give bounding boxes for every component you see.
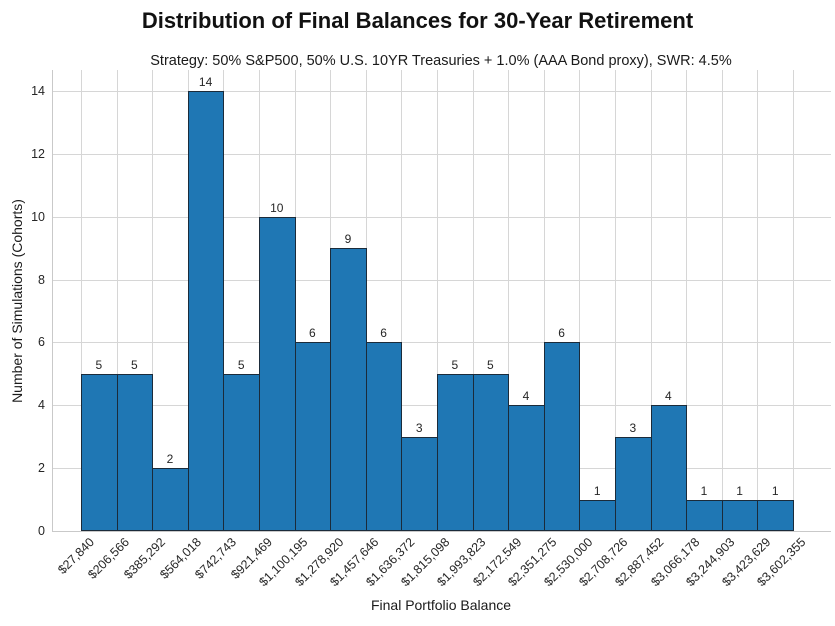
y-tick-label: 2 <box>38 461 45 476</box>
x-gridline <box>793 70 794 531</box>
bar-value-label: 1 <box>593 483 601 498</box>
bar-value-label: 1 <box>700 483 708 498</box>
histogram-bar <box>472 373 510 531</box>
bar-value-label: 5 <box>131 357 138 372</box>
y-tick-label: 0 <box>38 524 45 538</box>
x-gridline <box>721 70 723 531</box>
histogram-bar <box>721 499 759 531</box>
bar-value-label: 4 <box>665 389 672 404</box>
histogram-bar <box>615 436 652 531</box>
bar-value-label: 4 <box>522 389 530 404</box>
bar-value-label: 3 <box>415 420 423 435</box>
chart-subtitle: Strategy: 50% S&P500, 50% U.S. 10YR Trea… <box>150 53 732 69</box>
bar-value-label: 5 <box>451 357 459 372</box>
histogram-bar <box>757 499 794 531</box>
plot-area: 0 2 4 6 8 10 12 14 $27,840 $206,566 $385,292 $564,0… <box>31 70 831 589</box>
histogram-bar <box>81 373 118 531</box>
bar-value-label: 3 <box>629 420 637 435</box>
y-tick-label: 14 <box>31 84 45 99</box>
y-gridline <box>53 279 831 281</box>
bar-value-label: 1 <box>771 483 779 498</box>
x-gridline <box>152 70 154 531</box>
y-gridline <box>53 216 831 218</box>
histogram-bar <box>116 373 154 531</box>
bar-value-label: 5 <box>237 357 245 372</box>
histogram-bar <box>365 342 403 531</box>
x-gridline <box>81 70 82 531</box>
bar-value-label: 14 <box>198 75 213 90</box>
bar-value-label: 5 <box>487 357 494 372</box>
y-tick-label: 12 <box>31 146 45 161</box>
x-axis-label: Final Portfolio Balance <box>370 597 512 613</box>
histogram-bar <box>401 436 438 531</box>
histogram-bar <box>437 373 474 531</box>
x-gridline <box>686 70 688 531</box>
bar-value-label: 5 <box>95 357 103 372</box>
y-gridline <box>53 91 831 93</box>
histogram-bar <box>223 373 260 531</box>
histogram-bar <box>686 499 723 531</box>
histogram-bar <box>543 342 581 531</box>
x-gridline <box>579 70 581 531</box>
bar-value-label: 6 <box>309 326 316 341</box>
histogram-bar <box>330 248 367 531</box>
histogram-bar <box>259 216 296 531</box>
x-gridline <box>543 70 545 531</box>
x-gridline <box>116 70 118 531</box>
bar-value-label: 1 <box>736 483 743 498</box>
x-gridline <box>401 70 403 531</box>
y-tick-label: 6 <box>38 335 45 350</box>
bar-value-label: 10 <box>270 200 284 215</box>
x-gridline <box>615 70 616 531</box>
x-gridline <box>508 70 510 531</box>
histogram-bar <box>650 405 688 531</box>
chart-title: Distribution of Final Balances for 30-Ye… <box>141 8 694 33</box>
x-gridline <box>437 70 438 531</box>
y-tick-label: 10 <box>31 209 45 224</box>
y-gridline <box>53 342 831 344</box>
bar-value-label: 9 <box>344 232 352 247</box>
x-gridline <box>650 70 652 531</box>
bar-value-label: 2 <box>166 452 174 467</box>
histogram-bar <box>508 405 545 531</box>
bar-value-label: 6 <box>380 326 387 341</box>
y-tick-label: 4 <box>38 398 45 413</box>
y-tick-label: 8 <box>38 272 45 287</box>
histogram-bar <box>294 342 332 531</box>
bar-value-label: 6 <box>558 326 565 341</box>
y-axis-label: Number of Simulations (Cohorts) <box>9 199 25 403</box>
y-gridline <box>53 153 831 155</box>
histogram-bar <box>579 499 616 531</box>
x-gridline <box>472 70 474 531</box>
histogram-bar <box>152 468 189 531</box>
histogram-bar <box>187 91 225 531</box>
x-gridline <box>757 70 759 531</box>
